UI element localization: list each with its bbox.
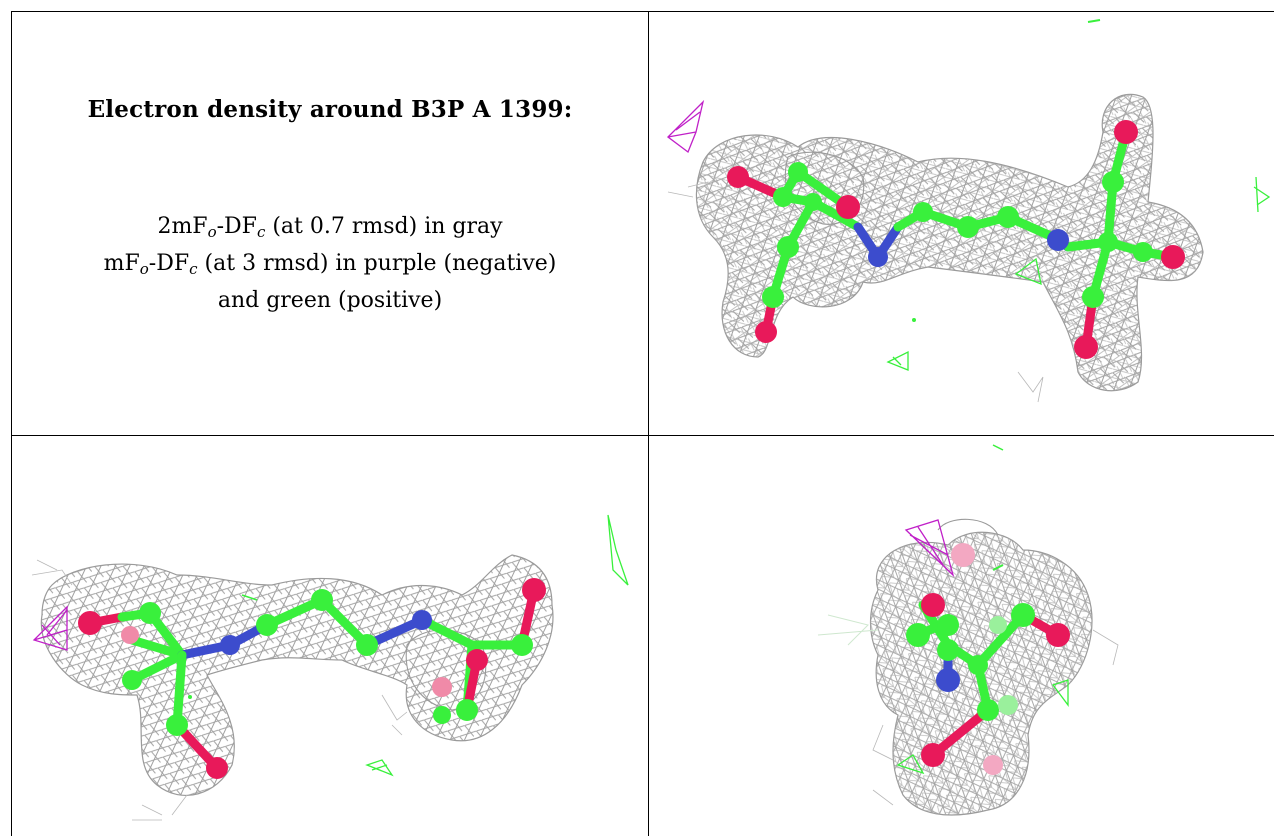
mesh-positive	[188, 514, 629, 777]
caption-panel: Electron density around B3P A 1399: 2mFo…	[11, 11, 649, 436]
legend-line-fofc: mFo-DFc (at 3 rmsd) in purple (negative)	[103, 251, 557, 278]
molecule-view-2	[78, 578, 546, 779]
legend-line-positive: and green (positive)	[217, 288, 443, 313]
view-1-canvas	[667, 19, 1271, 403]
molecule-view-1	[727, 120, 1185, 359]
mesh-negative	[32, 605, 68, 651]
atoms-view-3	[906, 543, 1070, 775]
atoms-view-2	[78, 578, 546, 779]
mesh-positive	[886, 19, 1271, 371]
legend-line-2fofc: 2mFo-DFc (at 0.7 rmsd) in gray	[157, 214, 503, 241]
density-view-3	[648, 435, 1274, 836]
mesh-2fofc	[667, 93, 1204, 403]
atoms-view-1	[727, 120, 1185, 359]
view-3-canvas	[817, 444, 1119, 816]
mesh-negative	[667, 99, 705, 154]
legend-text: 2mFo-DFc (at 0.7 rmsd) in gray mFo-DFc (…	[12, 208, 648, 319]
mesh-negative	[904, 519, 955, 578]
figure-title: Electron density around B3P A 1399:	[87, 96, 573, 123]
figure-grid: Electron density around B3P A 1399: 2mFo…	[11, 11, 1274, 836]
molecule-view-3	[906, 543, 1070, 775]
view-2-canvas	[31, 514, 629, 821]
density-view-1	[648, 11, 1274, 436]
density-view-2	[11, 435, 649, 836]
mesh-positive	[896, 444, 1069, 775]
